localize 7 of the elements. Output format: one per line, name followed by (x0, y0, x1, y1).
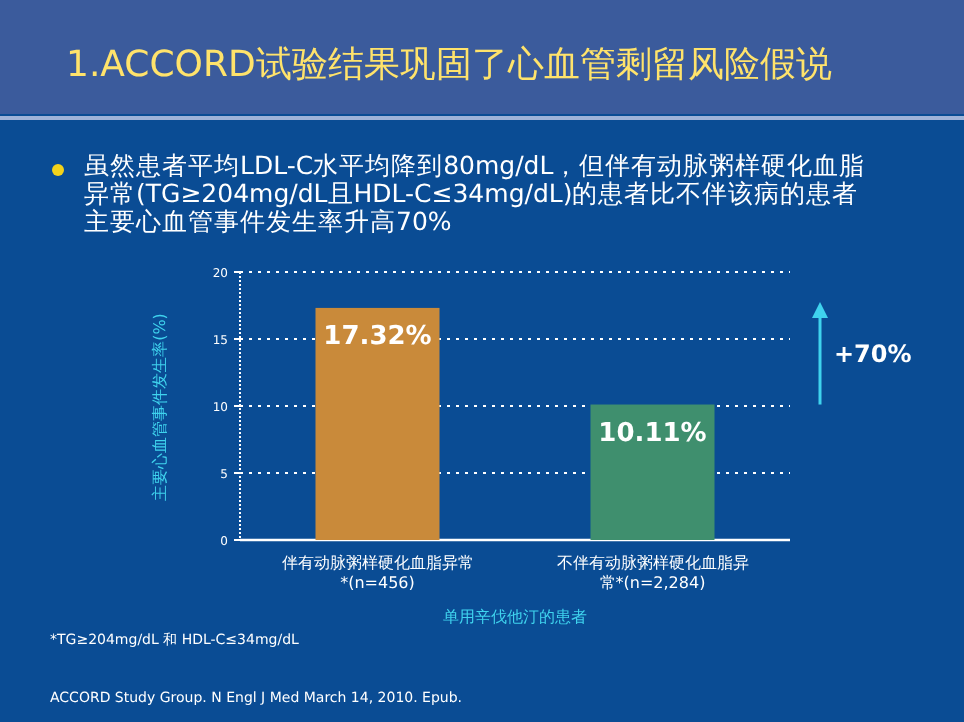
ylabel: 主要心血管事件发生率(%) (149, 311, 171, 505)
title: 1.ACCORD试验结果巩固了心血管剩留风险假说 (66, 42, 832, 88)
subtitle: 虽然患者平均LDL-C水平均降到80mg/dL，但伴有动脉粥样硬化血脂异常(TG≥204mg/dL且HDL-C≤34mg/dL)的患者比不伴该病的患者主要心血管事件发生率升高70% (84, 152, 868, 236)
data-label: 10.11% (598, 418, 707, 449)
xlabel: 单用辛伐他汀的患者 (441, 606, 589, 628)
data-label: 17.32% (323, 321, 432, 352)
annotation: +70% (834, 340, 912, 369)
